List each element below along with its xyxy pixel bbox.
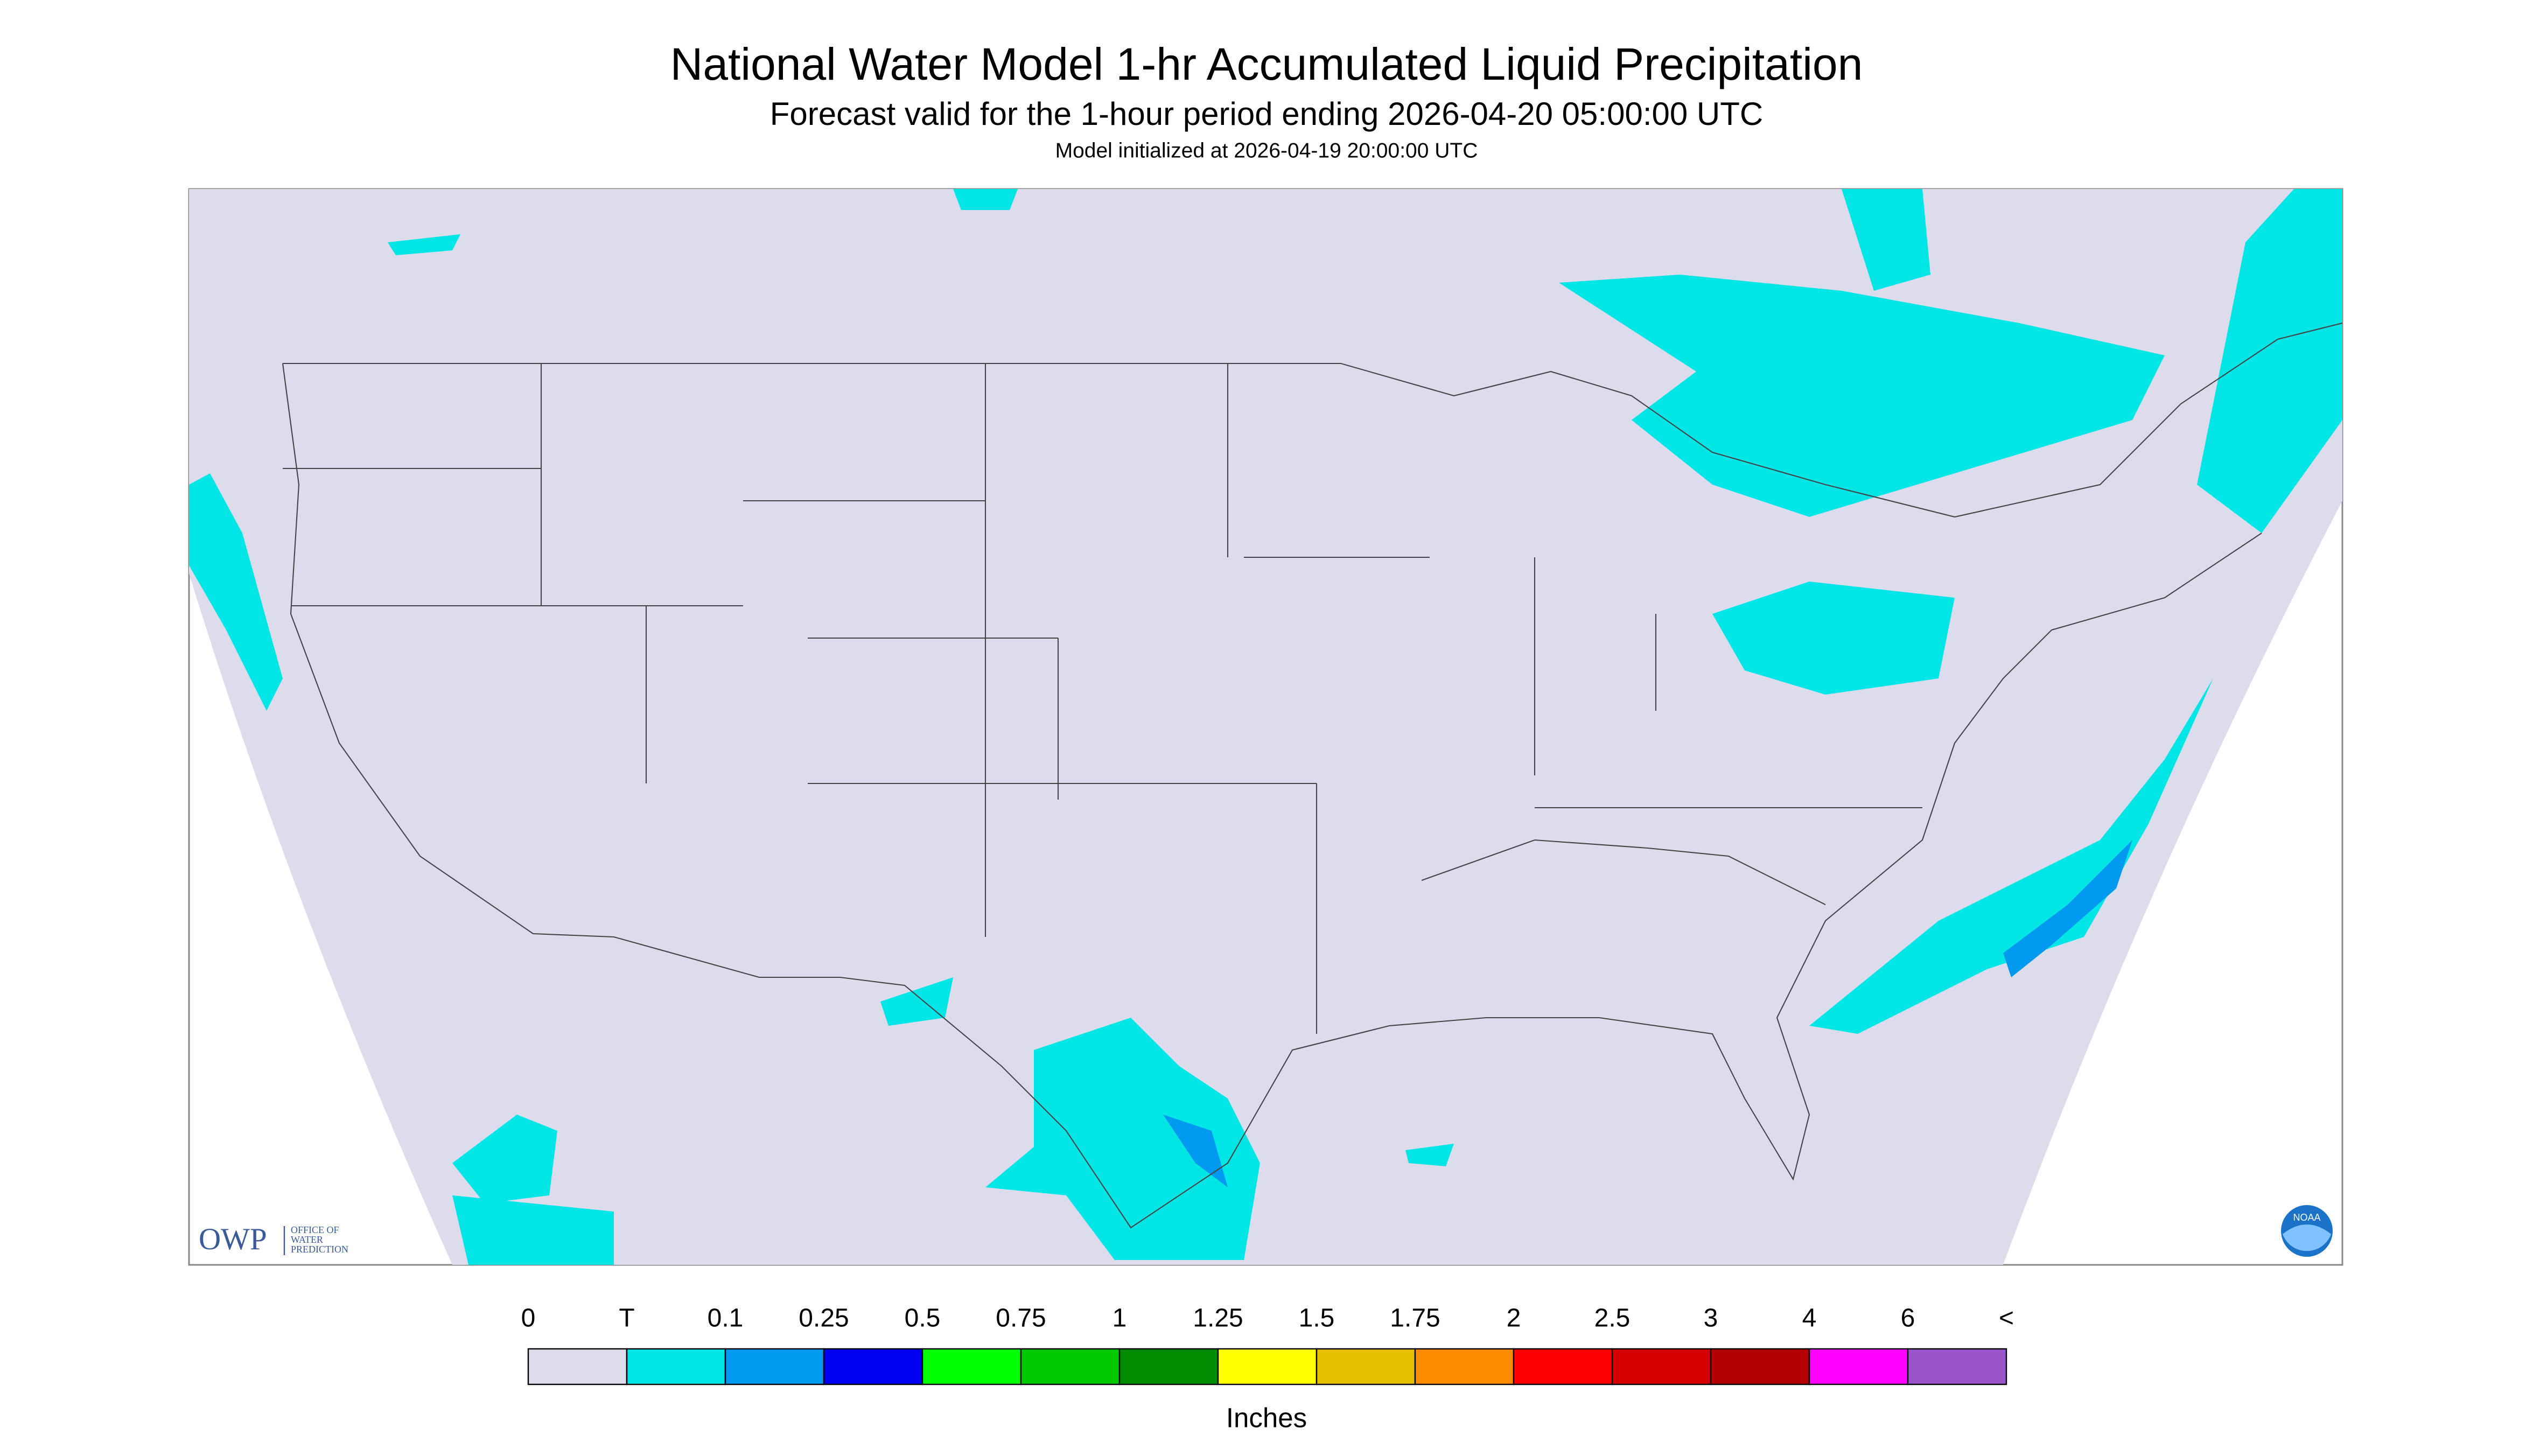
precip-area: [1842, 189, 1930, 291]
precip-area: [452, 1195, 614, 1265]
legend-swatch: [1217, 1348, 1318, 1385]
legend-swatch: [1611, 1348, 1712, 1385]
legend-label: 4: [1802, 1304, 1817, 1333]
legend-swatch: [527, 1348, 628, 1385]
legend-label: 0.75: [996, 1304, 1046, 1333]
legend: Inches 0 T 0.1 0.25 0.5 0.75 1 1.25 1.5 1.75 2 2.5 3…: [521, 1304, 2014, 1433]
legend-swatch: [1513, 1348, 1613, 1385]
owp-logo: OWP OFFICE OF WATER PREDICTION: [199, 1222, 348, 1256]
legend-swatch: [921, 1348, 1022, 1385]
precip-area: [388, 234, 460, 256]
legend-swatch: [1414, 1348, 1515, 1385]
legend-label: 2: [1507, 1304, 1521, 1333]
legend-swatch: [1020, 1348, 1121, 1385]
legend-label: 2.5: [1594, 1304, 1631, 1333]
precip-area: [1163, 1115, 1228, 1188]
legend-label: <: [1999, 1304, 2014, 1333]
legend-label: 0.1: [708, 1304, 744, 1333]
subtitle: Forecast valid for the 1-hour period end…: [770, 96, 1763, 132]
noaa-text: NOAA: [2293, 1212, 2320, 1223]
legend-label: 6: [1901, 1304, 1915, 1333]
legend-swatch: [1907, 1348, 2007, 1385]
precip-area: [880, 977, 953, 1026]
logo-abbreviation: OWP: [199, 1222, 267, 1256]
precip-area: [985, 1018, 1260, 1261]
border-line: [283, 322, 2343, 518]
legend-label: 0: [521, 1304, 536, 1333]
title: National Water Model 1-hr Accumulated Li…: [670, 39, 1863, 89]
logo-text: WATER: [291, 1234, 323, 1245]
precip-heavy: [1163, 840, 2132, 1188]
precip-area: [452, 1115, 557, 1204]
noaa-wave: [2283, 1224, 2331, 1251]
legend-unit: Inches: [1226, 1402, 1307, 1433]
precip-area: [1405, 1144, 1454, 1167]
legend-label: 1.5: [1299, 1304, 1335, 1333]
border-line: [282, 363, 2262, 1229]
precip-area: [2197, 189, 2342, 534]
logo-text: PREDICTION: [291, 1244, 348, 1255]
precip-area: [1559, 275, 2165, 517]
precip-area: [953, 189, 1018, 211]
init-note: Model initialized at 2026-04-19 20:00:00…: [1055, 139, 1478, 162]
legend-label: 0.5: [905, 1304, 941, 1333]
legend-swatch: [823, 1348, 923, 1385]
legend-label: 3: [1704, 1304, 1718, 1333]
border-line: [283, 363, 1922, 1034]
logo-text: OFFICE OF: [291, 1224, 339, 1235]
legend-label: 1.75: [1390, 1304, 1440, 1333]
precip-area: [1809, 678, 2213, 1034]
borders: [282, 322, 2343, 1229]
legend-swatch: [1118, 1348, 1219, 1385]
legend-swatch: [1710, 1348, 1810, 1385]
precip-area: [1712, 582, 1955, 695]
map: OWP OFFICE OF WATER PREDICTION NOAA: [188, 188, 2343, 1266]
legend-swatch: [724, 1348, 825, 1385]
legend-swatch: [1808, 1348, 1909, 1385]
legend-swatch: [626, 1348, 726, 1385]
legend-label: 1: [1112, 1304, 1127, 1333]
precip-area: [189, 473, 283, 711]
precip-area: [2003, 840, 2132, 978]
legend-label: 0.25: [799, 1304, 849, 1333]
precip-areas: [189, 189, 2342, 1265]
legend-label: T: [619, 1304, 634, 1333]
noaa-logo: NOAA: [2281, 1205, 2333, 1257]
legend-swatch: [1316, 1348, 1416, 1385]
legend-label: 1.25: [1193, 1304, 1243, 1333]
